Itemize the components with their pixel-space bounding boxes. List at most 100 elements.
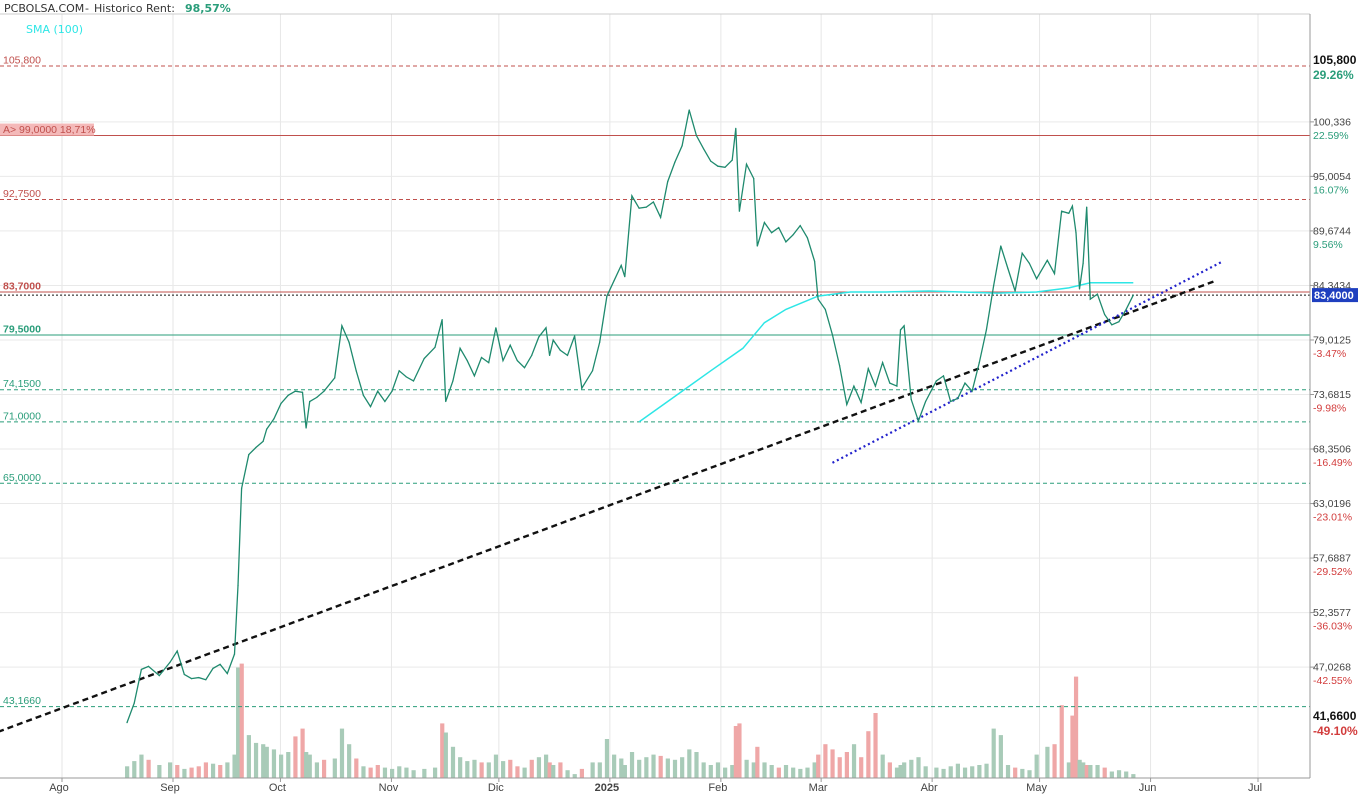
y-tick-label: 52,3577: [1313, 607, 1351, 619]
price-point: [287, 394, 289, 396]
price-point: [924, 400, 927, 403]
volume-bar: [354, 758, 359, 778]
price-point: [531, 354, 533, 357]
volume-bar: [1027, 770, 1032, 778]
volume-bar: [189, 767, 194, 778]
volume-bar: [672, 759, 678, 778]
volume-bar: [1013, 767, 1018, 778]
price-point: [545, 327, 547, 329]
price-point: [316, 396, 318, 398]
y-tick-label: 79,0125: [1313, 334, 1351, 346]
y-tick-pct: 22.59%: [1313, 130, 1349, 142]
volume-bar: [1070, 715, 1075, 778]
volume-bar: [902, 762, 907, 778]
volume-bar: [558, 762, 563, 778]
price-point: [992, 285, 995, 287]
volume-bar: [665, 758, 670, 778]
volume-bar: [168, 762, 173, 778]
volume-bar: [1077, 759, 1082, 778]
level-lines[interactable]: 105,800 A> 99,0000 18,71% 92,7500 83,7000 79…: [0, 55, 1310, 708]
price-point: [305, 427, 307, 429]
volume-bar: [776, 767, 781, 778]
volume-bar: [962, 767, 968, 778]
price-point: [896, 385, 898, 387]
grid: [0, 14, 1310, 778]
price-point: [140, 668, 142, 671]
price-point: [957, 397, 959, 399]
price-point: [1125, 308, 1127, 311]
volume-bar: [579, 768, 585, 778]
price-point: [785, 241, 787, 243]
price-point: [1089, 298, 1091, 300]
price-point: [824, 308, 826, 311]
price-point: [1075, 232, 1077, 234]
y-tick-label: 47,0268: [1313, 662, 1351, 674]
y-tick-pct: -36.03%: [1313, 621, 1352, 633]
volume-bar: [450, 746, 456, 778]
price-point: [434, 346, 436, 348]
volume-bar: [909, 759, 914, 778]
price-point: [362, 394, 364, 396]
volume-bar: [522, 767, 527, 778]
volume-bar: [440, 723, 445, 778]
price-point: [459, 347, 461, 349]
volume-bar: [565, 770, 570, 778]
volume-bar: [751, 762, 756, 778]
price-point: [391, 390, 393, 392]
level-label: A> 99,0000 18,71%: [3, 124, 96, 136]
price-point: [753, 177, 755, 180]
y-extreme-label: 41,6600: [1313, 709, 1357, 723]
price-point: [341, 325, 343, 327]
price-point: [613, 280, 615, 282]
price-point: [731, 159, 733, 161]
price-point: [724, 166, 726, 168]
volume-bar: [812, 762, 817, 778]
trend-lines[interactable]: [0, 260, 1224, 733]
sma-line: [638, 282, 1134, 423]
volume-bar: [465, 761, 470, 778]
volume-bar: [486, 762, 491, 778]
price-point: [688, 109, 690, 111]
y-tick-pct: -23.01%: [1313, 512, 1352, 524]
price-point: [971, 390, 973, 392]
price-point: [831, 334, 834, 336]
volume-bar: [651, 754, 656, 778]
volume-bar: [955, 763, 960, 778]
y-tick-label: 73,6815: [1313, 389, 1351, 401]
volume-bar: [196, 766, 201, 778]
price-point: [294, 390, 296, 392]
y-tick-label: 63,0196: [1313, 498, 1351, 510]
price-point: [599, 341, 601, 343]
price-point: [441, 319, 443, 321]
price-point: [495, 327, 497, 329]
volume-bar: [837, 757, 842, 778]
volume-bar: [612, 754, 617, 778]
volume-bar: [1102, 767, 1107, 778]
volume-bar: [182, 768, 187, 778]
price-point: [806, 237, 808, 239]
volume-bar: [246, 735, 251, 778]
y-tick-label: 57,6887: [1313, 553, 1351, 565]
y-tick-pct: -9.98%: [1313, 402, 1346, 414]
x-tick-label: Nov: [379, 782, 399, 794]
last-price-label: 83,4000: [1314, 290, 1354, 302]
trend-line-blue[interactable]: [831, 260, 1224, 464]
volume-bar: [744, 759, 749, 778]
volume-bar: [271, 749, 277, 778]
level-label: 71,0000: [3, 410, 41, 422]
price-point: [1132, 294, 1134, 296]
y-extreme-pct: -49.10%: [1313, 724, 1358, 738]
price-point: [620, 264, 622, 267]
trend-line-black[interactable]: [0, 279, 1217, 733]
price-point: [126, 722, 128, 724]
volume-bar: [723, 767, 728, 778]
volume-bar: [253, 742, 259, 778]
x-tick-label: Jul: [1248, 782, 1262, 794]
volume-bar: [536, 757, 542, 778]
volume-bar: [529, 759, 534, 778]
volume-bar: [737, 723, 742, 778]
price-point: [516, 359, 518, 362]
volume-bar: [701, 762, 706, 778]
volume-bar: [590, 762, 595, 778]
